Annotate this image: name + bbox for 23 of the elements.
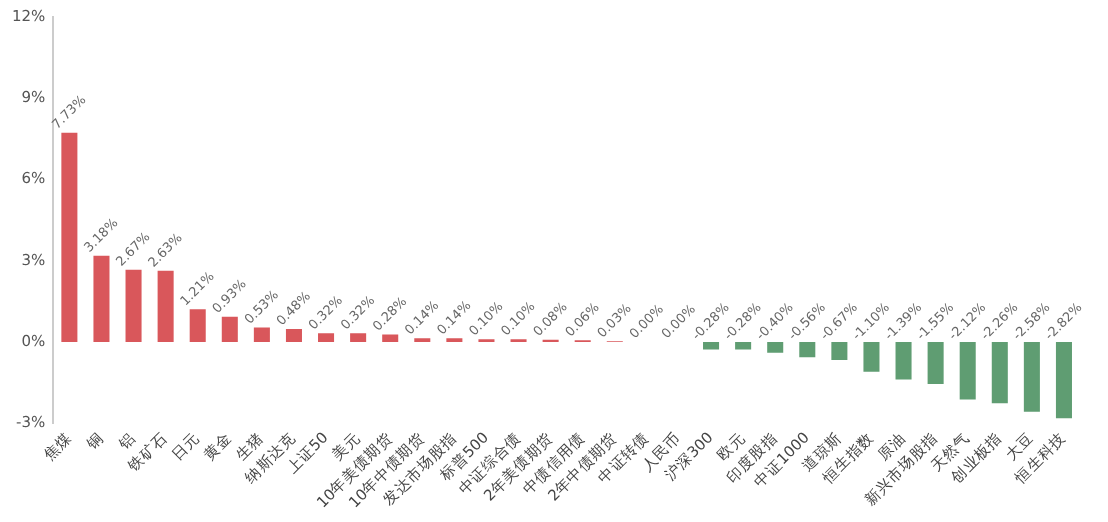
bar: [221, 316, 238, 342]
bar: [959, 341, 976, 400]
bar: [61, 132, 78, 342]
bar: [863, 341, 880, 372]
bar: [189, 309, 206, 342]
bar: [125, 269, 142, 342]
bar: [799, 341, 816, 358]
bar: [382, 334, 399, 342]
bar: [831, 341, 848, 361]
bar: [1055, 341, 1072, 419]
bar: [703, 341, 720, 350]
bar: [285, 328, 302, 342]
bar: [927, 341, 944, 384]
bar: [895, 341, 912, 380]
bar: [93, 255, 110, 342]
bar: [253, 327, 270, 342]
bar: [157, 270, 174, 342]
bar: [350, 333, 367, 342]
bar: [735, 341, 752, 350]
bar: [1023, 341, 1040, 412]
bar: [767, 341, 784, 353]
bar: [318, 333, 335, 342]
bar: [991, 341, 1008, 404]
